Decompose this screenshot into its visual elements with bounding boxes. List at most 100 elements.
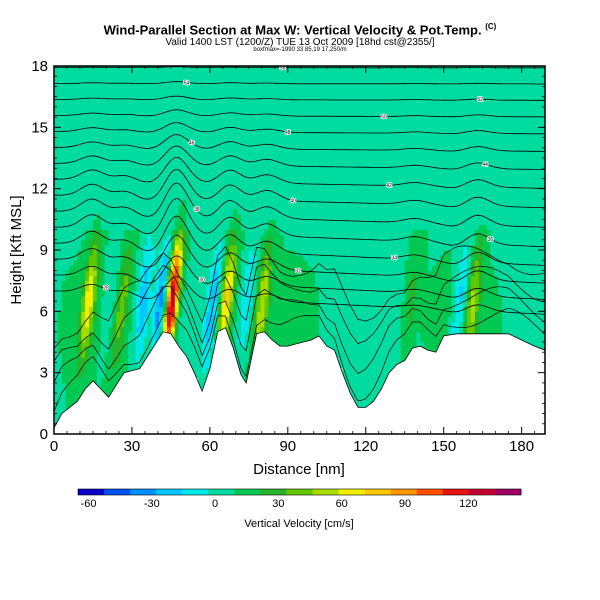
field-cell [256,112,262,118]
field-cell [241,362,246,369]
field-cell [377,86,382,93]
field-cell [233,127,238,134]
field-cell [291,101,297,108]
field-cell [241,311,246,318]
field-cell [128,173,133,180]
field-cell [365,398,371,404]
field-cell [311,214,316,220]
field-cell [120,275,125,282]
field-cell [205,357,211,364]
field-cell [326,152,332,159]
field-cell [264,183,269,190]
field-cell [186,183,191,190]
field-cell [299,311,304,318]
field-cell [96,132,102,139]
field-cell [217,214,223,220]
field-cell [81,347,86,353]
field-cell [334,234,340,241]
field-cell [307,71,312,77]
field-cell [131,285,137,292]
field-cell [357,321,363,328]
field-cell [276,117,281,123]
field-cell [174,127,180,134]
field-cell [69,331,75,338]
field-cell [260,112,266,118]
field-cell [307,183,312,190]
field-cell [182,168,188,174]
field-cell [244,255,250,261]
field-cell [280,76,285,82]
field-cell [342,158,347,164]
field-cell [268,301,273,307]
field-cell [167,265,172,272]
field-cell [311,71,316,77]
field-cell [318,204,324,210]
field-cell [139,224,145,231]
field-cell [233,81,238,88]
field-cell [174,178,180,185]
field-cell [322,255,328,261]
field-cell [61,362,67,369]
field-cell [124,147,129,154]
field-cell [85,311,90,318]
field-cell [178,122,184,128]
field-cell [357,66,363,72]
field-cell [205,255,211,261]
field-cell [330,321,336,328]
field-cell [54,66,59,72]
field-cell [276,173,281,180]
field-cell [112,285,117,292]
field-cell [268,316,273,323]
field-cell [135,229,141,236]
field-cell [174,86,180,93]
field-cell [147,214,153,220]
field-cell [155,209,160,215]
field-cell [57,188,63,195]
field-cell [330,86,336,93]
field-cell [283,219,289,226]
field-cell [61,132,67,139]
field-cell [116,86,121,93]
field-cell [330,234,336,241]
field-cell [377,290,382,297]
field-cell [346,112,351,118]
field-cell [373,96,379,103]
field-cell [128,224,133,231]
field-cell [77,347,82,353]
field-cell [276,86,281,93]
field-cell [85,224,90,231]
field-cell [69,336,75,343]
field-cell [69,117,75,123]
field-cell [295,101,301,108]
field-cell [124,234,129,241]
field-cell [346,66,351,72]
field-cell [155,265,160,272]
field-cell [213,250,219,256]
field-cell [69,224,75,231]
field-cell [264,301,269,307]
field-cell [147,234,153,241]
field-cell [143,81,149,88]
field-cell [190,137,195,144]
field-cell [205,117,211,123]
field-cell [100,280,106,287]
field-cell [100,296,106,302]
field-cell [252,270,258,277]
field-cell [178,183,184,190]
field-cell [252,285,258,292]
field-cell [124,101,129,108]
field-cell [268,331,273,338]
field-cell [174,321,180,328]
field-cell [334,352,340,358]
field-cell [73,178,78,185]
field-cell [85,137,90,144]
field-cell [54,270,59,277]
field-cell [57,112,63,118]
field-cell [318,142,324,149]
field-cell [241,152,246,159]
field-cell [116,122,121,128]
field-cell [57,229,63,236]
field-cell [287,91,293,98]
field-cell [377,137,382,144]
field-cell [198,71,203,77]
